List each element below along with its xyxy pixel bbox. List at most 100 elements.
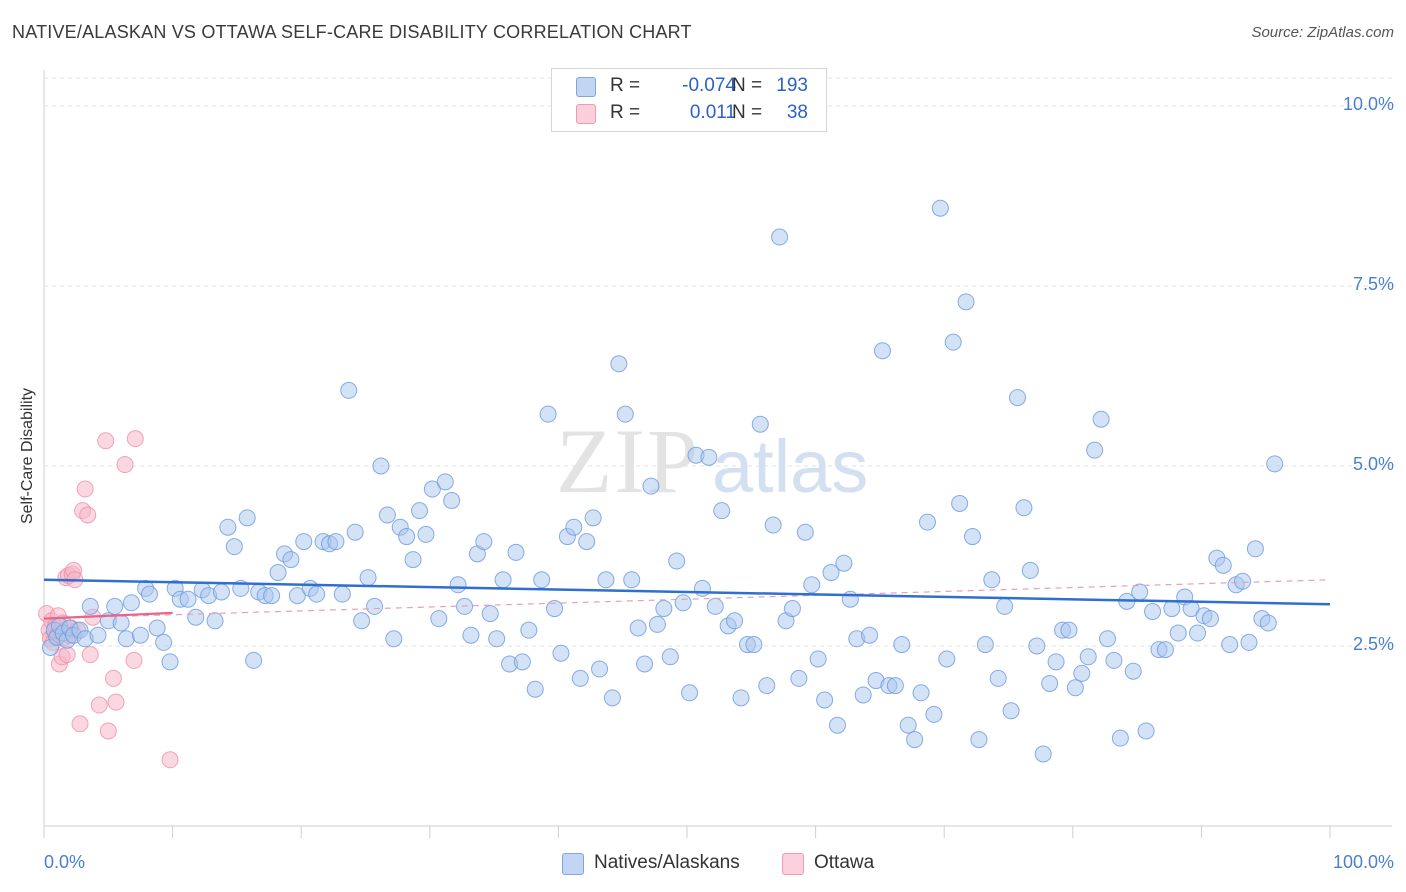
natives-point bbox=[861, 626, 879, 644]
watermark-zip: ZIP bbox=[556, 410, 700, 512]
natives-point bbox=[546, 600, 564, 618]
natives-point bbox=[610, 355, 628, 373]
ottawa-point bbox=[104, 669, 122, 687]
legend-r-label: R = bbox=[610, 102, 641, 123]
bottom-legend-swatch-ottawa bbox=[782, 853, 804, 875]
chart-title: NATIVE/ALASKAN VS OTTAWA SELF-CARE DISAB… bbox=[12, 22, 692, 42]
natives-point bbox=[475, 533, 493, 551]
natives-point bbox=[288, 587, 306, 605]
natives-point bbox=[758, 677, 776, 695]
natives-point bbox=[161, 653, 179, 671]
natives-point bbox=[616, 405, 634, 423]
natives-point bbox=[219, 518, 237, 536]
natives-point bbox=[1086, 441, 1104, 459]
natives-point bbox=[1266, 455, 1284, 473]
natives-point bbox=[520, 621, 538, 639]
natives-point bbox=[1092, 410, 1110, 428]
natives-point bbox=[333, 585, 351, 603]
natives-point bbox=[481, 605, 499, 623]
natives-point bbox=[828, 716, 846, 734]
natives-point bbox=[206, 612, 224, 630]
natives-point bbox=[1259, 614, 1277, 632]
natives-point bbox=[571, 669, 589, 687]
natives-point bbox=[385, 630, 403, 648]
ottawa-point bbox=[79, 506, 97, 524]
ottawa-points bbox=[38, 430, 179, 769]
ottawa-point bbox=[99, 722, 117, 740]
natives-point bbox=[931, 199, 949, 217]
natives-point bbox=[308, 585, 326, 603]
natives-point bbox=[117, 630, 135, 648]
natives-point bbox=[957, 293, 975, 311]
natives-point bbox=[783, 600, 801, 618]
natives-point bbox=[366, 597, 384, 615]
bottom-legend-swatch-natives bbox=[562, 853, 584, 875]
natives-point bbox=[295, 533, 313, 551]
natives-point bbox=[706, 597, 724, 615]
natives-point bbox=[700, 448, 718, 466]
natives-trend-line bbox=[43, 578, 1331, 606]
ottawa-point bbox=[71, 715, 89, 733]
natives-point bbox=[552, 644, 570, 662]
ottawa-point bbox=[116, 456, 134, 474]
legend-swatch-ottawa bbox=[576, 104, 596, 124]
natives-point bbox=[989, 669, 1007, 687]
natives-point bbox=[899, 716, 917, 734]
natives-point bbox=[835, 554, 853, 572]
ottawa-point bbox=[126, 430, 144, 448]
natives-point bbox=[1060, 621, 1078, 639]
natives-point bbox=[854, 686, 872, 704]
natives-point bbox=[225, 538, 243, 556]
natives-point bbox=[539, 405, 557, 423]
natives-point bbox=[533, 571, 551, 589]
legend-r-value-natives: -0.074 bbox=[682, 75, 736, 96]
correlation-legend: R = -0.074 N = 193 R = 0.011 N = 38 bbox=[551, 68, 827, 132]
natives-point bbox=[1041, 674, 1059, 692]
y-tick-label: 7.5% bbox=[1352, 274, 1394, 294]
ottawa-point bbox=[58, 646, 76, 664]
trend-lines bbox=[43, 578, 1331, 620]
natives-point bbox=[976, 636, 994, 654]
natives-point bbox=[597, 571, 615, 589]
natives-point bbox=[1079, 648, 1097, 666]
legend-n-label: N = bbox=[732, 102, 763, 123]
natives-point bbox=[642, 477, 660, 495]
natives-point bbox=[816, 691, 834, 709]
natives-point bbox=[1047, 653, 1065, 671]
natives-point bbox=[488, 630, 506, 648]
natives-point bbox=[925, 705, 943, 723]
natives-point bbox=[269, 564, 287, 582]
natives-point bbox=[1156, 641, 1174, 659]
ottawa-point bbox=[107, 693, 125, 711]
natives-point bbox=[655, 600, 673, 618]
ottawa-point bbox=[81, 646, 99, 664]
axes bbox=[43, 70, 1392, 838]
natives-point bbox=[938, 650, 956, 668]
natives-point bbox=[944, 333, 962, 351]
natives-point bbox=[430, 610, 448, 628]
natives-point bbox=[1002, 702, 1020, 720]
natives-point bbox=[603, 689, 621, 707]
natives-point bbox=[1234, 572, 1252, 590]
natives-point bbox=[1144, 602, 1162, 620]
natives-point bbox=[912, 684, 930, 702]
natives-point bbox=[148, 619, 166, 637]
natives-point bbox=[1021, 561, 1039, 579]
natives-point bbox=[411, 502, 429, 520]
natives-point bbox=[1189, 624, 1207, 642]
watermark-atlas: atlas bbox=[712, 425, 868, 508]
natives-point bbox=[179, 590, 197, 608]
natives-point bbox=[1034, 745, 1052, 763]
natives-point bbox=[1099, 630, 1117, 648]
natives-point bbox=[1214, 556, 1232, 574]
natives-point bbox=[1073, 664, 1091, 682]
natives-point bbox=[526, 680, 544, 698]
natives-point bbox=[623, 571, 641, 589]
natives-point bbox=[238, 509, 256, 527]
natives-point bbox=[751, 415, 769, 433]
natives-point bbox=[661, 648, 679, 666]
legend-n-label: N = bbox=[732, 75, 763, 96]
natives-point bbox=[507, 543, 525, 561]
natives-point bbox=[1028, 637, 1046, 655]
